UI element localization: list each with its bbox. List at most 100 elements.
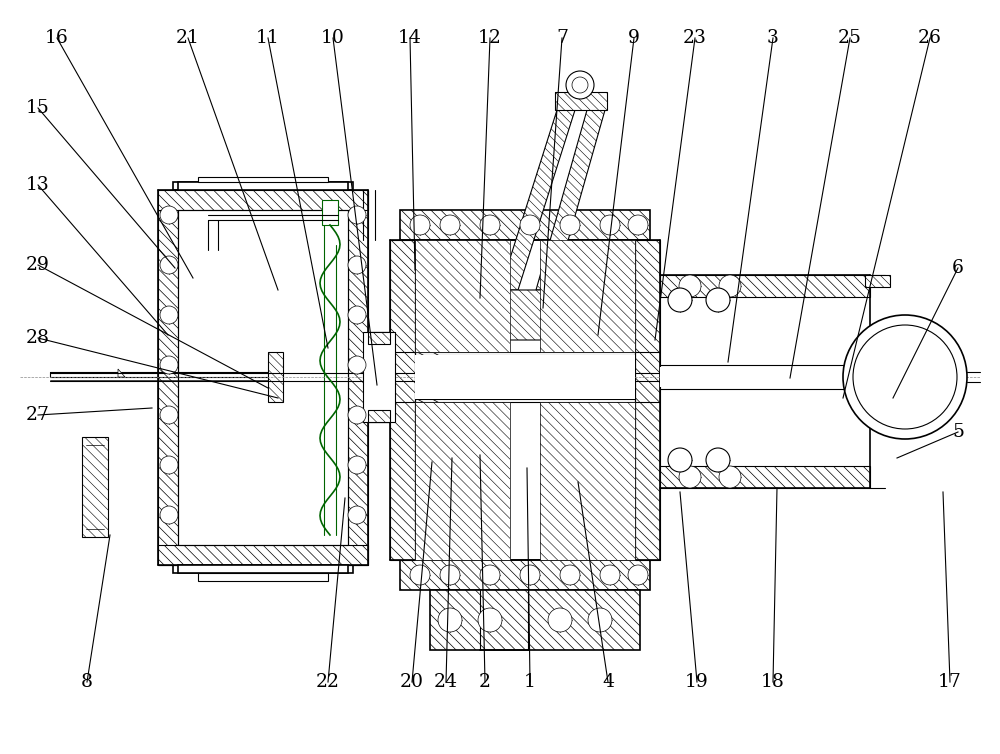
Circle shape — [438, 608, 462, 632]
Circle shape — [600, 215, 620, 235]
Polygon shape — [660, 466, 870, 488]
Text: 4: 4 — [602, 673, 614, 691]
Polygon shape — [390, 240, 415, 560]
Circle shape — [440, 565, 460, 585]
Text: 2: 2 — [479, 673, 491, 691]
Bar — [660, 367, 870, 387]
Circle shape — [348, 456, 366, 474]
Polygon shape — [660, 275, 870, 297]
Text: 11: 11 — [256, 29, 280, 47]
Text: 12: 12 — [478, 29, 502, 47]
Polygon shape — [268, 352, 283, 402]
Circle shape — [560, 565, 580, 585]
Polygon shape — [82, 437, 108, 537]
Circle shape — [478, 608, 502, 632]
Polygon shape — [178, 565, 348, 573]
Circle shape — [853, 325, 957, 429]
Polygon shape — [198, 573, 328, 581]
Circle shape — [679, 275, 701, 297]
Circle shape — [410, 215, 430, 235]
Circle shape — [160, 506, 178, 524]
Text: 9: 9 — [628, 29, 640, 47]
Polygon shape — [158, 545, 368, 565]
Polygon shape — [865, 275, 890, 287]
Circle shape — [348, 356, 366, 374]
Circle shape — [480, 215, 500, 235]
Bar — [415, 355, 635, 399]
Circle shape — [668, 448, 692, 472]
Circle shape — [160, 206, 178, 224]
Polygon shape — [540, 402, 635, 560]
Circle shape — [440, 215, 460, 235]
Circle shape — [843, 315, 967, 439]
Text: 23: 23 — [683, 29, 707, 47]
Polygon shape — [173, 565, 353, 573]
Circle shape — [348, 506, 366, 524]
Text: 1: 1 — [524, 673, 536, 691]
Polygon shape — [368, 410, 390, 422]
Circle shape — [160, 356, 178, 374]
Polygon shape — [400, 560, 650, 590]
Circle shape — [548, 608, 572, 632]
Text: 29: 29 — [26, 256, 50, 274]
Circle shape — [566, 71, 594, 99]
Text: 5: 5 — [952, 423, 964, 441]
Circle shape — [160, 306, 178, 324]
Circle shape — [628, 565, 648, 585]
Polygon shape — [158, 190, 178, 565]
Text: 17: 17 — [938, 673, 962, 691]
Circle shape — [706, 448, 730, 472]
Text: 20: 20 — [400, 673, 424, 691]
Text: 13: 13 — [26, 176, 50, 194]
Circle shape — [628, 215, 648, 235]
Text: 21: 21 — [176, 29, 200, 47]
Polygon shape — [540, 240, 635, 352]
Polygon shape — [368, 332, 390, 344]
Circle shape — [520, 565, 540, 585]
Circle shape — [706, 288, 730, 312]
Polygon shape — [415, 402, 510, 560]
Polygon shape — [400, 210, 650, 240]
Circle shape — [560, 215, 580, 235]
Bar — [363, 332, 395, 422]
Polygon shape — [118, 369, 125, 377]
Text: 19: 19 — [685, 673, 709, 691]
Text: 3: 3 — [767, 29, 779, 47]
Circle shape — [160, 456, 178, 474]
Text: 15: 15 — [26, 99, 50, 117]
Circle shape — [348, 406, 366, 424]
Circle shape — [520, 215, 540, 235]
Polygon shape — [173, 182, 353, 190]
Circle shape — [160, 406, 178, 424]
Text: 6: 6 — [952, 259, 964, 277]
Polygon shape — [555, 92, 607, 110]
Text: 27: 27 — [26, 406, 50, 424]
Circle shape — [348, 256, 366, 274]
Text: 22: 22 — [316, 673, 340, 691]
Text: 14: 14 — [398, 29, 422, 47]
Text: 10: 10 — [321, 29, 345, 47]
Circle shape — [480, 565, 500, 585]
Circle shape — [679, 466, 701, 488]
Circle shape — [719, 275, 741, 297]
Text: 28: 28 — [26, 329, 50, 347]
Circle shape — [410, 565, 430, 585]
Circle shape — [588, 608, 612, 632]
Circle shape — [348, 206, 366, 224]
Text: 24: 24 — [434, 673, 458, 691]
Text: 7: 7 — [556, 29, 568, 47]
Text: 16: 16 — [45, 29, 69, 47]
Polygon shape — [178, 182, 348, 190]
Polygon shape — [430, 590, 640, 650]
Circle shape — [572, 77, 588, 93]
Circle shape — [600, 565, 620, 585]
Circle shape — [719, 466, 741, 488]
Polygon shape — [158, 190, 368, 210]
Polygon shape — [415, 240, 510, 352]
Text: 8: 8 — [81, 673, 93, 691]
Bar — [322, 200, 338, 225]
Circle shape — [348, 306, 366, 324]
Polygon shape — [198, 177, 328, 182]
Polygon shape — [348, 190, 368, 565]
Polygon shape — [500, 110, 575, 290]
